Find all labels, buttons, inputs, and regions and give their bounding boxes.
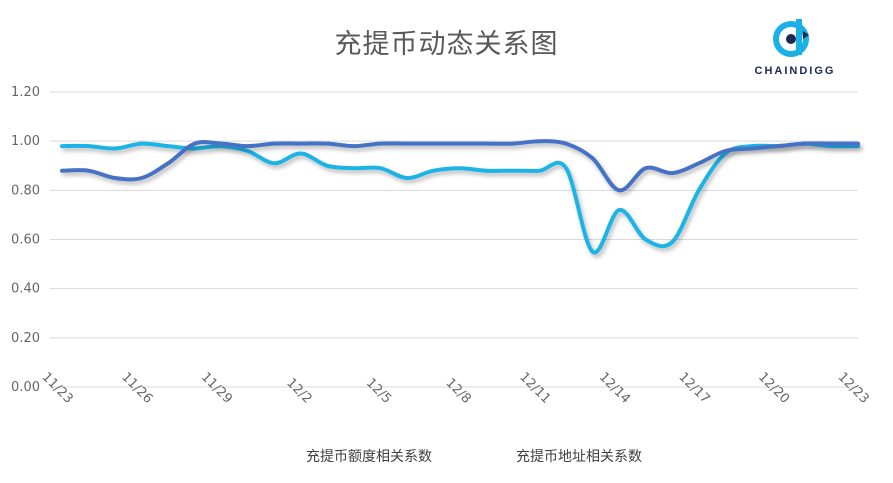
x-tick-label: 11/29 — [198, 370, 235, 407]
x-tick-label: 12/11 — [516, 370, 553, 407]
legend: 充提币额度相关系数 充提币地址相关系数 — [256, 449, 642, 465]
logo-text: CHAINDIGG — [754, 65, 836, 77]
y-tick-label: 0.60 — [11, 233, 40, 248]
x-tick-label: 11/23 — [39, 370, 76, 407]
x-axis-ticks: 11/23 11/26 11/29 12/2 12/5 12/8 12/11 12/14 12/… — [39, 370, 872, 407]
y-axis-ticks: 0.00 0.20 0.40 0.60 0.80 1.00 1.20 — [11, 85, 40, 395]
x-tick-label: 12/20 — [755, 370, 792, 407]
y-tick-label: 1.00 — [11, 134, 40, 149]
x-tick-label: 12/5 — [363, 376, 394, 407]
series-line-amount — [60, 139, 860, 193]
legend-label: 充提币额度相关系数 — [306, 449, 432, 465]
x-tick-label: 12/2 — [283, 376, 314, 407]
x-tick-label: 12/8 — [443, 376, 474, 407]
legend-label: 充提币地址相关系数 — [516, 449, 642, 465]
y-tick-label: 0.80 — [11, 183, 40, 198]
series-lines — [60, 139, 860, 255]
y-tick-label: 0.40 — [11, 282, 40, 297]
chaindigg-logo-icon — [773, 19, 809, 57]
series-line-address — [60, 141, 860, 255]
x-tick-label: 12/23 — [835, 370, 872, 407]
chart-title: 充提币动态关系图 — [334, 29, 559, 60]
x-tick-label: 11/26 — [118, 370, 155, 407]
x-tick-label: 12/14 — [596, 370, 633, 407]
y-tick-label: 0.00 — [11, 380, 40, 395]
x-tick-label: 12/17 — [675, 370, 712, 407]
grid-lines — [50, 91, 858, 388]
y-tick-label: 1.20 — [11, 85, 40, 100]
y-tick-label: 0.20 — [11, 331, 40, 346]
chaindigg-logo: CHAINDIGG — [735, 15, 855, 79]
